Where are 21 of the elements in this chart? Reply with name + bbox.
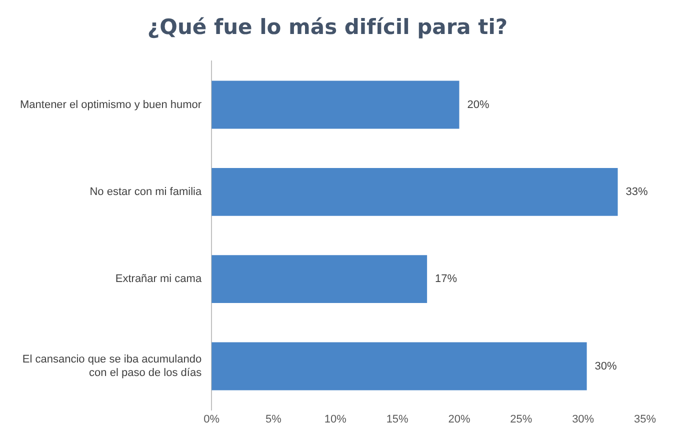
- bar: [212, 342, 587, 390]
- x-tick-label: 15%: [386, 413, 409, 426]
- x-tick-label: 0%: [204, 413, 220, 426]
- y-tick-label: Mantener el optimismo y buen humor: [20, 98, 202, 111]
- y-tick-label: El cansancio que se iba acumulando con el paso de los días: [22, 354, 202, 379]
- data-label: 17%: [435, 273, 458, 286]
- y-tick-label: No estar con mi familia: [90, 186, 202, 198]
- x-tick-label: 5%: [266, 413, 282, 426]
- bar: [212, 255, 428, 304]
- x-tick-label: 10%: [324, 413, 347, 426]
- y-tick-label: Extrañar mi cama: [115, 273, 202, 286]
- data-label: 30%: [594, 360, 618, 372]
- x-tick-label: 25%: [510, 413, 532, 426]
- data-label: 33%: [626, 186, 648, 198]
- x-tick-label: 30%: [572, 413, 594, 426]
- bar: [212, 80, 460, 129]
- chart-title: ¿Qué fue lo más difícil para ti?: [147, 15, 508, 40]
- data-label: 20%: [467, 98, 490, 111]
- bar: [212, 168, 618, 216]
- x-tick-label: 35%: [634, 413, 656, 426]
- x-tick-label: 20%: [448, 413, 470, 426]
